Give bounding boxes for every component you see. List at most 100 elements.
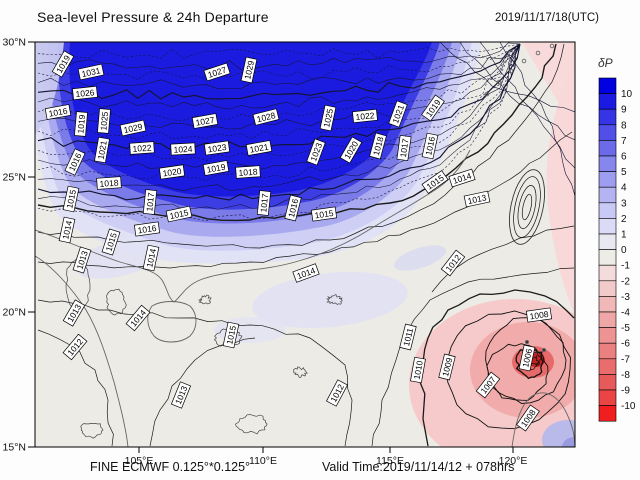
contour-label-box <box>438 353 456 381</box>
contour-label-box <box>310 206 338 222</box>
contour-label-box <box>142 244 160 272</box>
contour-label: 1025 <box>97 108 111 134</box>
contour-labels: 1019 1031 1026 1016 1019 1025 1029 1022 1024 1023… <box>44 50 553 432</box>
colorbar-tick-label: 9 <box>621 105 627 116</box>
colorbar-tick-label: -3 <box>621 292 630 303</box>
isobar-line <box>499 42 575 197</box>
contour-label-value: 1018 <box>238 167 258 178</box>
contour-label-box <box>463 190 491 208</box>
x-tick-label: 105°E <box>125 455 154 467</box>
contour-label-value: 1009 <box>440 356 454 377</box>
contour-label-box <box>119 119 147 137</box>
contour-label: 1023 <box>203 140 231 156</box>
colorbar-swatch <box>598 327 617 344</box>
contour-label-box <box>235 165 261 179</box>
colorbar-swatch <box>598 233 617 250</box>
isobar-cell <box>235 414 268 435</box>
contour-label-value: 1016 <box>48 106 69 119</box>
contour-label-value: 1020 <box>162 166 182 179</box>
contour-label-box <box>202 160 230 176</box>
contour-label-box <box>252 108 280 126</box>
isobar-line <box>37 43 565 249</box>
contour-label-box <box>525 307 553 323</box>
colorbar-swatch <box>598 280 617 297</box>
colorbar-tick-label: -5 <box>621 323 630 334</box>
isobar-cell <box>106 288 127 316</box>
contour-label-box <box>410 356 426 384</box>
contour-label: 1015 <box>62 185 80 213</box>
contour-label-box <box>284 194 302 222</box>
colorbar-tick-label: 8 <box>621 120 627 131</box>
contour-label-value: 1029 <box>123 121 144 135</box>
contour-label-box <box>518 344 536 372</box>
contour-label-box <box>516 404 540 432</box>
colorbar-tick-label: -1 <box>621 261 630 272</box>
contour-label-value: 1015 <box>314 208 334 221</box>
contour-label-value: 1016 <box>423 135 437 156</box>
colorbar-tick-label: 4 <box>621 183 627 194</box>
contour-label-box <box>421 132 439 160</box>
x-tick-label: 110°E <box>249 455 277 467</box>
colorbar-swatch <box>598 186 617 204</box>
coast-hainan <box>147 301 197 343</box>
contour-label-box <box>129 141 155 155</box>
contour-label-box <box>158 164 186 180</box>
contour-label: 1018 <box>235 165 261 179</box>
y-tick-label: 30°N <box>3 37 26 49</box>
colorbar-swatch <box>598 140 617 157</box>
isobar-line <box>37 299 353 447</box>
colorbar-swatch <box>598 77 617 94</box>
contour-label-box <box>339 136 363 164</box>
contour-label: 1016 <box>133 221 161 237</box>
isobar-line <box>37 329 114 447</box>
contour-label-value: 1015 <box>169 207 190 221</box>
contour-label-box <box>475 371 501 399</box>
colorbar-tick-label: 10 <box>621 89 633 100</box>
contour-label-box <box>165 205 193 223</box>
contour-label: 1026 <box>72 85 98 101</box>
colorbar-swatch <box>598 374 617 391</box>
pink-region-east <box>546 58 575 316</box>
colorbar-tick-label: -10 <box>621 401 636 412</box>
contour-label-box <box>448 168 476 188</box>
contour-label: 1018 <box>369 132 387 160</box>
isobar-line <box>37 43 521 210</box>
contour-label-box <box>142 189 158 215</box>
x-tick-label: 120°E <box>499 455 528 467</box>
contour-label: 1019 <box>74 111 88 137</box>
contour-label-value: 1015 <box>64 188 78 209</box>
contour-label-box <box>72 85 98 101</box>
colorbar-tick-label: -7 <box>621 354 630 365</box>
plot-border <box>34 41 576 448</box>
colorbar-swatch <box>598 264 617 282</box>
isobar-cell <box>198 294 212 305</box>
contour-label: 1006 <box>518 344 536 372</box>
contour-label-box <box>352 108 378 124</box>
contour-label-value: 1029 <box>242 59 256 80</box>
colorbar-swatch <box>598 171 617 188</box>
isobar-line <box>37 43 521 181</box>
typhoon-isobar-ring <box>485 317 567 404</box>
contour-label: 1024 <box>170 142 196 156</box>
isobar-line <box>37 43 521 110</box>
contour-label: 1016 <box>421 132 439 160</box>
contour-label-box <box>97 108 111 134</box>
isobar-cell <box>293 366 309 378</box>
isobar-line <box>371 267 575 447</box>
ryukyu-island <box>508 68 514 74</box>
contour-label: 1015 <box>101 228 121 256</box>
contour-label: 1009 <box>438 353 456 381</box>
contour-label-box <box>191 113 219 129</box>
contour-label-value: 1027 <box>195 115 216 128</box>
contour-label: 1008 <box>525 307 553 323</box>
contour-label: 1021 <box>245 140 273 156</box>
contour-label-box <box>44 104 72 120</box>
contour-label-box <box>72 246 92 274</box>
page-title: Sea-level Pressure & 24h Departure <box>37 9 269 25</box>
contour-label-box <box>203 62 231 82</box>
contour-label-box <box>101 228 121 256</box>
contour-label: 1025 <box>319 104 337 132</box>
contour-label: 1029 <box>240 56 258 84</box>
isobar-contours <box>37 42 575 447</box>
contour-label: 1010 <box>410 356 426 384</box>
